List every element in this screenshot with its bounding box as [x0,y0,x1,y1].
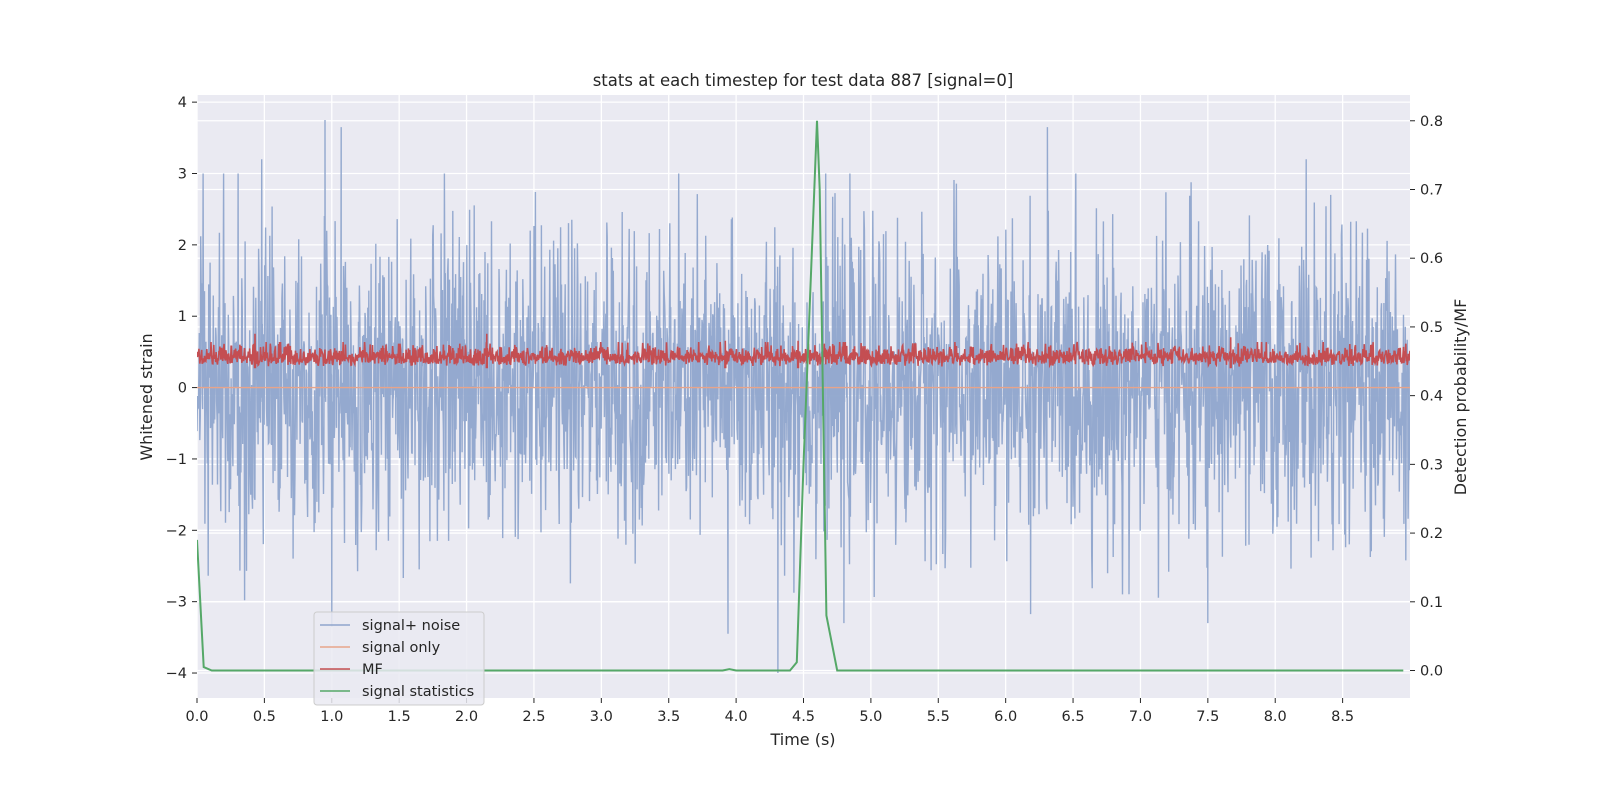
y-left-tick-label: −4 [166,666,187,682]
x-tick-label: 5.0 [859,709,882,725]
series-signal-noise [197,119,1410,674]
x-tick-label: 3.5 [657,709,680,725]
y-left-tick-label: 3 [178,166,187,182]
x-tick-label: 1.0 [320,709,343,725]
x-tick-label: 6.0 [994,709,1017,725]
y-right-tick-label: 0.5 [1420,320,1443,336]
x-tick-label: 2.0 [455,709,478,725]
y-right-tick-label: 0.8 [1420,114,1443,130]
legend-label-signal-statistics: signal statistics [362,684,474,700]
x-axis-label: Time (s) [769,730,835,749]
x-tick-label: 7.0 [1129,709,1152,725]
y-left-tick-label: 4 [178,95,187,111]
x-tick-label: 3.0 [590,709,613,725]
x-tick-label: 4.5 [792,709,815,725]
y-left-tick-label: −1 [166,452,187,468]
y-right-tick-label: 0.7 [1420,182,1443,198]
x-tick-label: 0.0 [185,709,208,725]
x-tick-label: 8.0 [1264,709,1287,725]
legend: signal+ noise signal only MF signal stat… [313,611,485,706]
x-tick-label: 1.5 [388,709,411,725]
x-tick-label: 7.5 [1196,709,1219,725]
legend-label-mf: MF [362,662,383,678]
y-right-tick-label: 0.6 [1420,251,1443,267]
series-mf [197,333,1410,369]
y-left-tick-label: −2 [166,523,187,539]
y-left-tick-label: 2 [178,238,187,254]
x-tick-label: 8.5 [1331,709,1354,725]
y-right-tick-label: 0.1 [1420,595,1443,611]
y-right-tick-label: 0.3 [1420,457,1443,473]
legend-label-signal-noise: signal+ noise [362,618,460,634]
legend-label-signal-only: signal only [362,640,441,656]
x-tick-label: 2.5 [522,709,545,725]
x-tick-label: 4.0 [725,709,748,725]
y-right-tick-label: 0.2 [1420,526,1443,542]
x-tick-label: 0.5 [253,709,276,725]
x-tick-label: 5.5 [927,709,950,725]
y-left-axis-ticks: 4 3 2 1 0 −1 −2 −3 −4 [166,95,197,682]
y-right-tick-label: 0.4 [1420,389,1443,405]
x-tick-label: 6.5 [1062,709,1085,725]
y-right-axis-ticks: 0.8 0.7 0.6 0.5 0.4 0.3 0.2 0.1 0.0 [1410,114,1443,680]
y-left-axis-label: Whitened strain [137,333,156,460]
y-right-axis-label: Detection probability/MF [1451,299,1470,496]
chart-title: stats at each timestep for test data 887… [593,71,1014,90]
legend-box [313,611,485,706]
x-axis-ticks: 0.0 0.5 1.0 1.5 2.0 2.5 3.0 3.5 4.0 4.5 5.0 5.5 6.0 6… [185,698,1354,725]
y-left-tick-label: −3 [166,595,187,611]
y-right-tick-label: 0.0 [1420,664,1443,680]
y-left-tick-label: 0 [178,381,187,397]
y-left-tick-label: 1 [178,309,187,325]
